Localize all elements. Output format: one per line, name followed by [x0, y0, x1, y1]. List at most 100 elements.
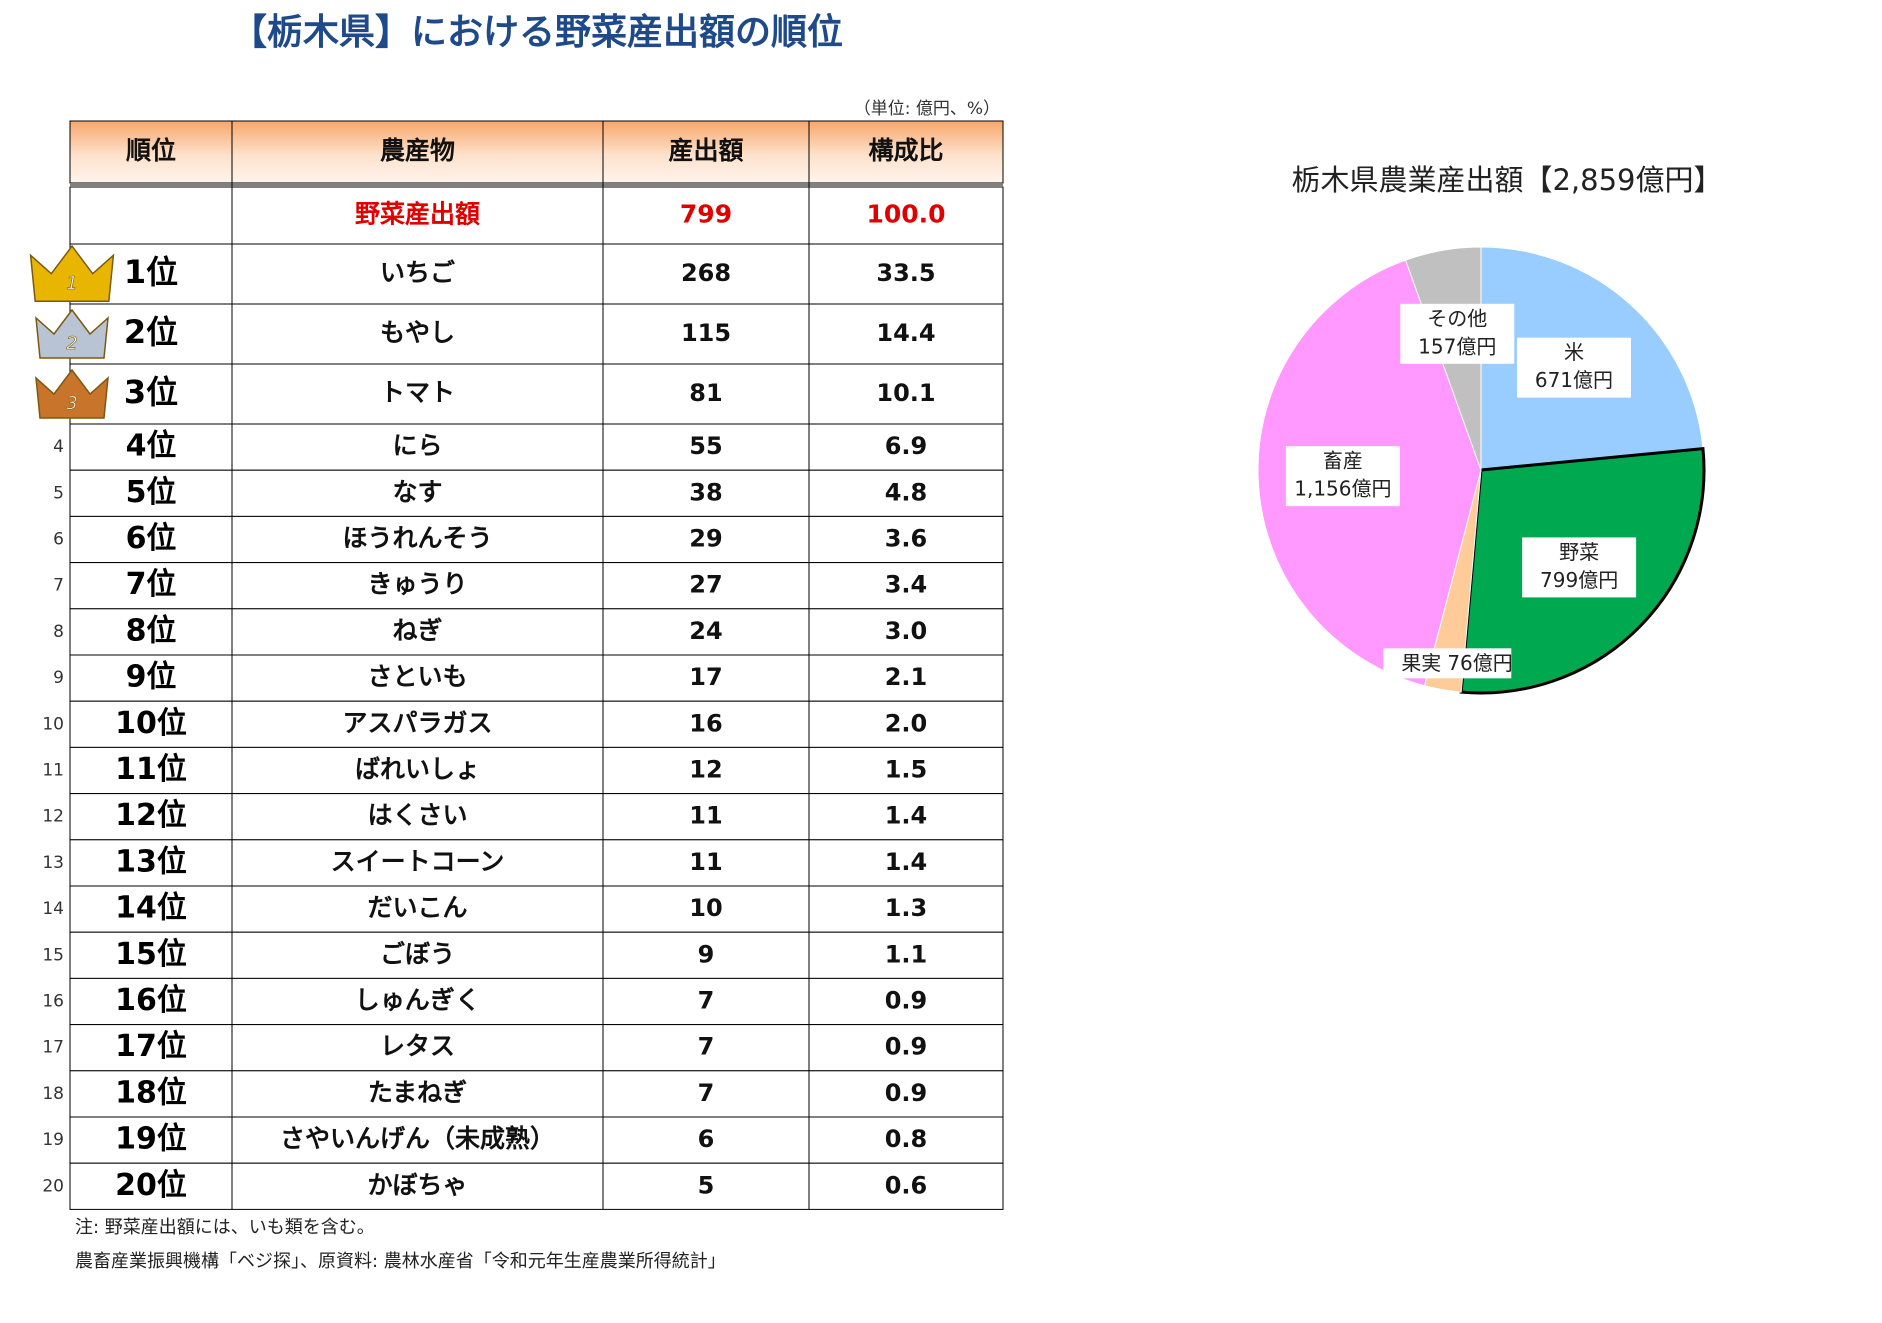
- table-row: [69, 793, 1004, 841]
- total-crop: 野菜産出額: [355, 200, 480, 229]
- rank: 1位: [124, 253, 178, 291]
- amount: 11: [689, 802, 722, 830]
- crop: だいこん: [367, 893, 467, 922]
- row-number: 11: [42, 761, 64, 781]
- table-row: [69, 654, 1004, 702]
- row-number: 18: [42, 1084, 64, 1104]
- table-row: [69, 746, 1004, 795]
- total-row: [69, 186, 1004, 245]
- share: 1.1: [885, 940, 928, 968]
- pie-label-name: その他: [1427, 306, 1487, 330]
- pie-label: 畜産 1,156億円: [1285, 446, 1400, 507]
- crop: ほうれんそう: [342, 524, 492, 553]
- table-row: [69, 931, 1004, 979]
- source-note: 農畜産業振興機構「ベジ探」、原資料: 農林水産省「令和元年生産農業所得統計」: [75, 1251, 726, 1272]
- crop: トマト: [380, 378, 455, 407]
- rank: 11位: [115, 752, 187, 787]
- share: 3.6: [885, 525, 928, 553]
- pie-label-name: 畜産: [1323, 449, 1363, 473]
- column-header: 農産物: [380, 136, 455, 165]
- pie-label-box: [1516, 337, 1631, 398]
- pie-label-box: [1383, 648, 1512, 679]
- rank: 19位: [115, 1122, 187, 1157]
- amount: 55: [689, 432, 722, 460]
- note: 注: 野菜産出額には、いも類を含む。: [75, 1217, 375, 1238]
- table-row: [69, 1024, 1004, 1072]
- amount: 7: [698, 987, 715, 1015]
- row-number: 15: [42, 945, 64, 965]
- amount: 24: [689, 617, 722, 645]
- crown-icon: [35, 308, 109, 359]
- table-row: [69, 885, 1004, 933]
- row-number: 7: [53, 576, 64, 596]
- amount: 12: [689, 756, 722, 784]
- share: 6.9: [885, 432, 928, 460]
- amount: 6: [698, 1125, 715, 1153]
- amount: 115: [681, 319, 731, 347]
- table-row: [69, 423, 1004, 471]
- pie-label-value: 157億円: [1418, 334, 1496, 358]
- rank: 9位: [126, 660, 177, 695]
- pie-label-value: 799億円: [1540, 568, 1618, 592]
- amount: 5: [698, 1171, 715, 1199]
- crown-icon: [29, 244, 115, 303]
- share: 3.4: [885, 571, 928, 599]
- share: 1.5: [885, 756, 928, 784]
- rank: 10位: [115, 706, 187, 741]
- table-header: [69, 120, 1004, 184]
- rank: 15位: [115, 937, 187, 972]
- table-row: [69, 562, 1004, 610]
- row-number: 12: [42, 807, 64, 827]
- crop: ごぼう: [380, 939, 455, 968]
- crop: さやいんげん（未成熟）: [280, 1124, 555, 1153]
- page-title: 【栃木県】における野菜産出額の順位: [231, 12, 843, 53]
- rank: 4位: [126, 429, 177, 464]
- rank: 8位: [126, 613, 177, 648]
- share: 3.0: [885, 617, 928, 645]
- table-row: [69, 243, 1004, 305]
- total-amount: 799: [680, 200, 732, 229]
- pie-label-value: 76億円: [1447, 651, 1512, 675]
- pie-label: 米 671億円: [1516, 337, 1631, 398]
- rank: 13位: [115, 844, 187, 879]
- crop: はくさい: [367, 801, 467, 830]
- pie-label: 野菜 799億円: [1522, 537, 1637, 598]
- amount: 10: [689, 894, 722, 922]
- rank: 3位: [124, 373, 178, 411]
- amount: 29: [689, 525, 722, 553]
- amount: 16: [689, 709, 722, 737]
- share: 0.9: [885, 987, 928, 1015]
- rank: 6位: [126, 521, 177, 556]
- crown-number: 1: [66, 273, 77, 294]
- table-row: [69, 515, 1004, 564]
- share: 33.5: [876, 259, 935, 287]
- amount: 81: [689, 379, 722, 407]
- share: 14.4: [876, 319, 935, 347]
- row-number: 8: [53, 622, 64, 642]
- pie-label-name: 米: [1564, 340, 1584, 364]
- share: 2.0: [885, 709, 928, 737]
- share: 2.1: [885, 663, 928, 691]
- row-number: 16: [42, 992, 64, 1012]
- unit-note: （単位: 億円、%）: [854, 99, 1000, 119]
- crop: なす: [392, 477, 442, 506]
- amount: 268: [681, 259, 731, 287]
- crop: アスパラガス: [342, 708, 492, 737]
- crown-icon: [35, 368, 109, 419]
- share: 4.8: [885, 478, 928, 506]
- row-number: 10: [42, 714, 64, 734]
- rank: 16位: [115, 983, 187, 1018]
- share: 1.4: [885, 802, 928, 830]
- row-number: 20: [42, 1176, 64, 1196]
- table-row: [69, 608, 1004, 656]
- pie-label-value: 671億円: [1535, 368, 1613, 392]
- rank: 20位: [115, 1168, 187, 1203]
- column-header: 構成比: [868, 136, 943, 165]
- rank: 7位: [126, 567, 177, 602]
- amount: 27: [689, 571, 722, 599]
- column-header: 産出額: [668, 136, 743, 165]
- share: 0.9: [885, 1079, 928, 1107]
- crown-number: 2: [66, 333, 77, 354]
- crop: かぼちゃ: [367, 1170, 467, 1199]
- table-row: [69, 469, 1004, 517]
